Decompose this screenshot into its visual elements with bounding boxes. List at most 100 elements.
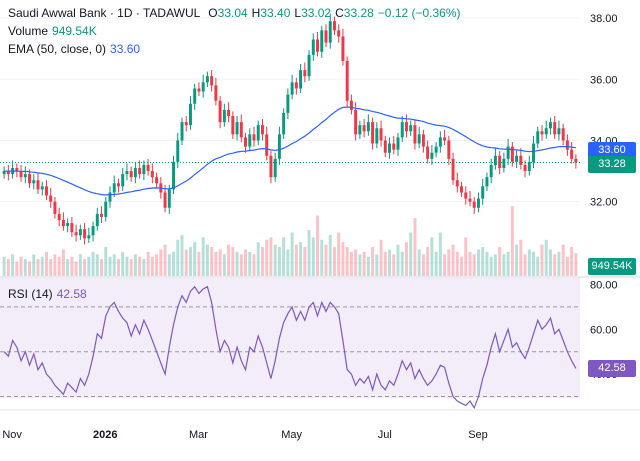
volume-bar [375, 254, 379, 276]
volume-bar [426, 247, 430, 276]
volume-tag: 949.54K [588, 257, 636, 275]
volume-bar [112, 254, 116, 276]
volume-bar [129, 259, 133, 276]
volume-bar [100, 259, 104, 276]
volume-legend[interactable]: Volume 949.54K [8, 24, 101, 38]
volume-bar [235, 251, 239, 276]
candle-body [536, 131, 540, 144]
volume-bar [244, 249, 248, 276]
volume-bar [447, 249, 451, 276]
candle-body [104, 201, 108, 217]
volume-bar [570, 247, 574, 276]
candle-body [91, 226, 95, 236]
volume-bar [172, 251, 176, 276]
candle-body [252, 134, 256, 141]
volume-bar [493, 254, 497, 276]
volume-bar [11, 254, 15, 276]
volume-bar [303, 247, 307, 276]
volume-bar [362, 251, 366, 276]
volume-bar [438, 232, 442, 276]
candle-body [366, 122, 370, 132]
ema-price-tag: 33.60 [588, 142, 636, 160]
volume-bar [61, 249, 65, 276]
volume-bar [159, 249, 163, 276]
volume-bar [260, 247, 264, 276]
volume-bar [307, 230, 311, 276]
candle-body [163, 192, 167, 208]
candle-body [430, 152, 434, 159]
volume-bar [489, 256, 493, 276]
volume-bar [214, 251, 218, 276]
volume-bar [455, 251, 459, 276]
time-tick-label: 2026 [93, 429, 117, 441]
candle-body [532, 143, 536, 162]
volume-bar [324, 244, 328, 276]
volume-bar [265, 239, 269, 276]
candle-body [438, 137, 442, 147]
candle-body [78, 229, 82, 236]
candle-body [299, 70, 303, 89]
volume-bar [316, 215, 320, 276]
volume-bar [451, 244, 455, 276]
candle-body [553, 122, 557, 135]
volume-bar [430, 237, 434, 276]
candle-body [574, 158, 578, 163]
symbol-legend: Saudi Awwal Bank · 1D · TADAWUL O33.04 H33… [8, 6, 465, 20]
rsi-value: 42.58 [56, 287, 87, 301]
volume-bar [294, 244, 298, 276]
volume-bar [421, 254, 425, 276]
volume-bar [498, 247, 502, 276]
candle-body [133, 168, 137, 178]
candle-body [303, 70, 307, 77]
candle-body [362, 125, 366, 132]
volume-bar [544, 239, 548, 276]
candle-body [193, 88, 197, 104]
time-tick-label: Mar [189, 429, 208, 441]
volume-bar [277, 247, 281, 276]
candle-body [400, 122, 404, 138]
candle-body [311, 39, 315, 55]
change-value: −0.12 (−0.36%) [377, 6, 461, 20]
rsi-tag: 42.58 [588, 359, 636, 377]
close-value: 33.28 [343, 6, 374, 20]
volume-bar [252, 254, 256, 276]
volume-bar [256, 242, 260, 276]
candle-body [167, 189, 171, 208]
price-tick-label: 38.00 [590, 13, 618, 25]
candle-body [150, 171, 154, 178]
ema-legend[interactable]: EMA (50, close, 0) 33.60 [8, 42, 144, 56]
volume-bar [515, 244, 519, 276]
candle-body [269, 155, 273, 178]
candle-body [273, 158, 277, 178]
rsi-label: RSI (14) [8, 287, 53, 301]
volume-bar [44, 251, 48, 276]
candle-body [15, 168, 19, 172]
ema-label: EMA (50, close, 0) [8, 42, 107, 56]
candle-body [2, 171, 6, 175]
time-axis[interactable]: Nov 2026 Mar May Jul Sep [2, 429, 487, 441]
volume-bar [57, 256, 61, 276]
rsi-tick-label: 60.00 [590, 324, 618, 336]
candle-body [265, 134, 269, 156]
volume-bar [150, 256, 154, 276]
rsi-legend[interactable]: RSI (14) 42.58 [8, 287, 91, 301]
symbol-title[interactable]: Saudi Awwal Bank · 1D · TADAWUL [8, 6, 201, 20]
volume-bar [485, 251, 489, 276]
candle-body [180, 122, 184, 141]
volume-bar [282, 237, 286, 276]
volume-bar [176, 239, 180, 276]
candle-body [413, 125, 417, 144]
candle-body [49, 195, 53, 202]
volume-bar [413, 218, 417, 276]
volume-bar [227, 244, 231, 276]
candle-body [231, 116, 235, 135]
candle-body [320, 30, 324, 52]
volume-bar [379, 239, 383, 276]
candle-body [404, 122, 408, 132]
candle-body [176, 140, 180, 162]
volume-bar [532, 251, 536, 276]
candle-body [248, 134, 252, 147]
volume-bar [527, 249, 531, 276]
volume-bar [337, 232, 341, 276]
